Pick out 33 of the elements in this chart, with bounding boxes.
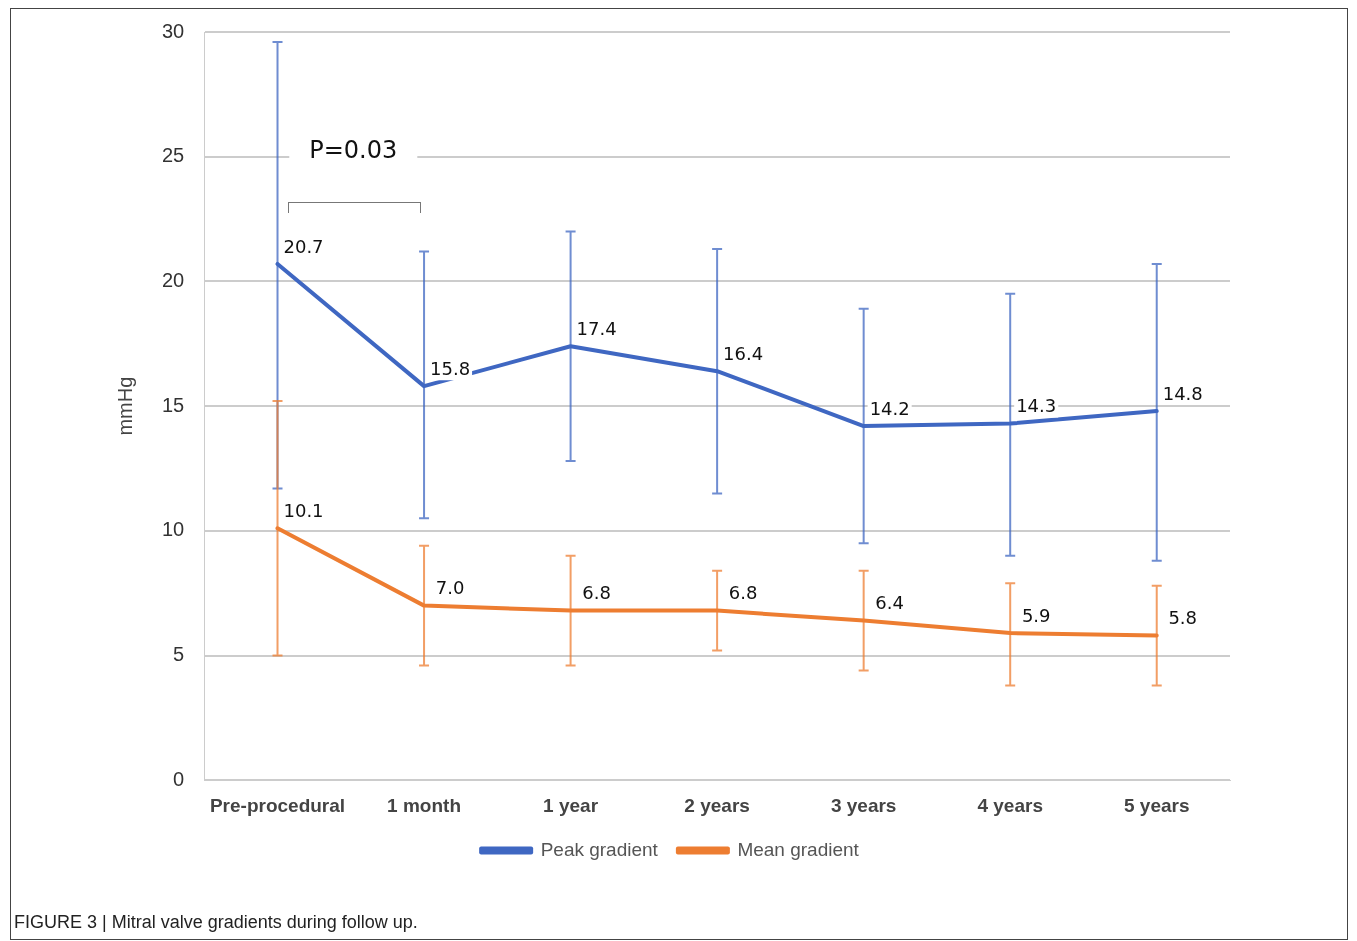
x-tick-label: 3 years — [830, 794, 897, 816]
caption: FIGURE 3 | Mitral valve gradients during follow up. — [14, 912, 418, 933]
y-tick-label: 25 — [162, 144, 185, 167]
data-label: 20.7 — [283, 235, 324, 257]
y-tick-label: 0 — [173, 767, 185, 790]
data-label: 6.8 — [728, 582, 758, 604]
data-label: 5.9 — [1021, 604, 1051, 626]
x-tick-label: Pre-procedural — [209, 794, 346, 816]
y-tick-label: 15 — [162, 393, 185, 416]
legend-label: Peak gradient — [540, 838, 659, 860]
annotation: P=0.03 — [309, 136, 398, 165]
data-label: 15.8 — [430, 357, 471, 379]
y-axis-title: mmHg — [113, 376, 136, 436]
data-label: 6.4 — [875, 592, 904, 614]
y-tick-label: 30 — [162, 19, 185, 42]
x-tick-label: 5 years — [1123, 794, 1190, 816]
data-label: 16.4 — [723, 342, 764, 364]
x-tick-label: 1 year — [543, 794, 599, 816]
x-tick-label: 4 years — [977, 794, 1043, 816]
legend-label: Mean gradient — [737, 838, 860, 860]
y-tick-label: 5 — [173, 643, 185, 666]
data-label: 6.8 — [582, 582, 611, 604]
data-label: 5.8 — [1168, 607, 1198, 629]
data-label: 17.4 — [576, 317, 617, 339]
data-label: 14.8 — [1162, 382, 1203, 404]
data-label: 14.2 — [869, 397, 910, 419]
data-label: 14.3 — [1016, 395, 1057, 417]
y-tick-label: 10 — [162, 518, 185, 541]
y-tick-label: 20 — [162, 268, 185, 291]
x-tick-label: 2 years — [684, 794, 750, 816]
data-label: 7.0 — [435, 577, 465, 599]
data-label: 10.1 — [283, 499, 324, 521]
x-tick-label: 1 month — [387, 794, 461, 816]
